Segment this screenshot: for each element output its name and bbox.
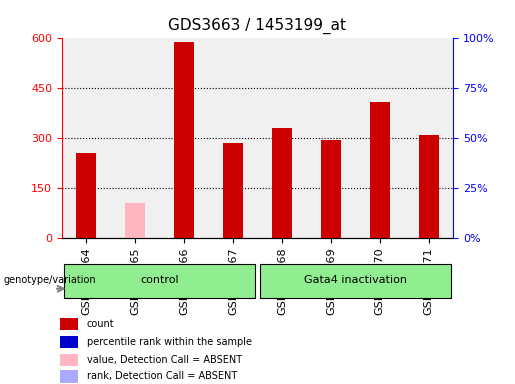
Text: value, Detection Call = ABSENT: value, Detection Call = ABSENT: [87, 355, 242, 365]
Bar: [223, 143, 243, 238]
Text: control: control: [140, 275, 179, 285]
Title: GDS3663 / 1453199_at: GDS3663 / 1453199_at: [168, 18, 347, 34]
Bar: [419, 135, 438, 238]
Bar: [60, 354, 78, 366]
Bar: [60, 336, 78, 348]
Text: count: count: [87, 319, 114, 329]
Text: genotype/variation: genotype/variation: [4, 275, 96, 285]
Bar: [60, 370, 78, 382]
Bar: [76, 153, 96, 238]
FancyBboxPatch shape: [260, 264, 451, 298]
Bar: [60, 318, 78, 330]
Bar: [370, 102, 389, 238]
Bar: [321, 140, 340, 238]
Bar: [272, 128, 291, 238]
FancyBboxPatch shape: [64, 264, 255, 298]
Bar: [174, 42, 194, 238]
Text: rank, Detection Call = ABSENT: rank, Detection Call = ABSENT: [87, 371, 237, 381]
Text: percentile rank within the sample: percentile rank within the sample: [87, 337, 251, 347]
Text: Gata4 inactivation: Gata4 inactivation: [304, 275, 407, 285]
Bar: [125, 203, 145, 238]
